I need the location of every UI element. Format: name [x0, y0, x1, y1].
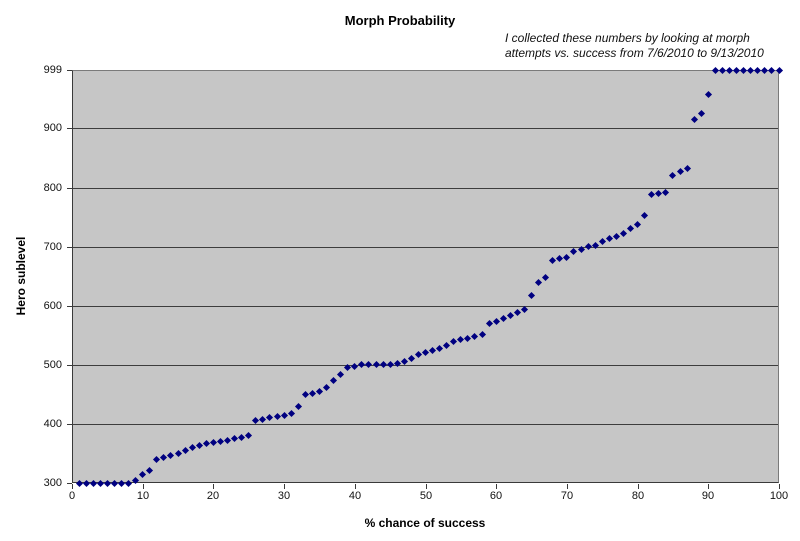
y-tick-label: 800: [43, 182, 62, 194]
y-gridline: [73, 424, 778, 425]
x-tick-label: 30: [277, 490, 291, 502]
y-tick-label: 999: [43, 64, 62, 76]
y-tick-mark: [67, 365, 72, 366]
chart-annotation: I collected these numbers by looking at …: [505, 31, 790, 61]
x-tick-mark: [143, 484, 144, 489]
y-gridline: [73, 128, 778, 129]
y-gridline: [73, 188, 778, 189]
x-tick-mark: [779, 484, 780, 489]
x-tick-mark: [426, 484, 427, 489]
y-tick-label: 600: [43, 300, 62, 312]
y-tick-label: 400: [43, 418, 62, 430]
x-tick-label: 40: [348, 490, 362, 502]
y-tick-mark: [67, 70, 72, 71]
y-tick-mark: [67, 247, 72, 248]
y-gridline: [73, 365, 778, 366]
y-tick-label: 900: [43, 122, 62, 134]
y-gridline: [73, 306, 778, 307]
x-tick-mark: [284, 484, 285, 489]
x-tick-label: 90: [701, 490, 715, 502]
y-tick-label: 500: [43, 359, 62, 371]
y-gridline: [73, 247, 778, 248]
chart-title: Morph Probability: [344, 13, 456, 28]
y-tick-mark: [67, 306, 72, 307]
x-tick-label: 0: [68, 490, 76, 502]
x-tick-mark: [213, 484, 214, 489]
x-tick-label: 20: [206, 490, 220, 502]
x-tick-label: 100: [769, 490, 789, 502]
x-tick-mark: [496, 484, 497, 489]
x-axis-title: % chance of success: [364, 516, 486, 530]
y-tick-mark: [67, 483, 72, 484]
y-axis-title: Hero sublevel: [14, 236, 28, 316]
x-tick-label: 80: [631, 490, 645, 502]
x-tick-mark: [567, 484, 568, 489]
y-tick-mark: [67, 424, 72, 425]
x-tick-mark: [355, 484, 356, 489]
plot-area: [72, 70, 779, 483]
y-tick-mark: [67, 128, 72, 129]
x-tick-mark: [708, 484, 709, 489]
annotation-line-1: I collected these numbers by looking at …: [505, 31, 750, 45]
x-tick-mark: [638, 484, 639, 489]
y-tick-label: 300: [43, 477, 62, 489]
x-tick-label: 10: [136, 490, 150, 502]
x-tick-label: 50: [419, 490, 433, 502]
y-tick-label: 700: [43, 241, 62, 253]
y-tick-mark: [67, 188, 72, 189]
annotation-line-2: attempts vs. success from 7/6/2010 to 9/…: [505, 46, 764, 60]
x-tick-label: 60: [489, 490, 503, 502]
x-tick-label: 70: [560, 490, 574, 502]
x-tick-mark: [72, 484, 73, 489]
